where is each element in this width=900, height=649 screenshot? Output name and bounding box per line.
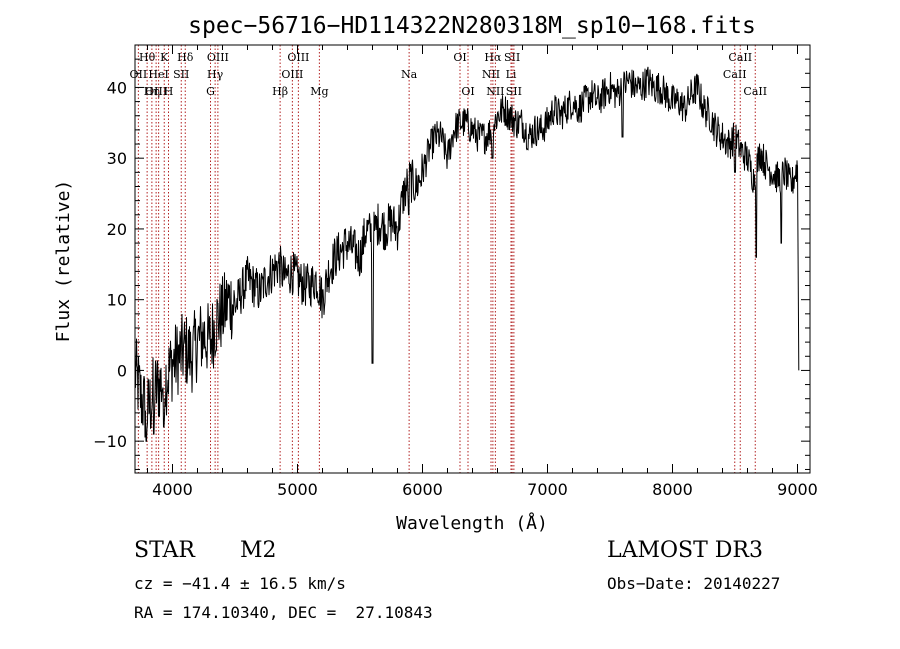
- line-label-7: Hδ: [177, 51, 194, 64]
- line-label-12: OIII: [287, 51, 309, 64]
- line-label-27: CaII: [743, 85, 767, 98]
- object-class: STAR: [134, 538, 195, 563]
- line-label-2: OIII: [145, 85, 167, 98]
- line-label-4: K: [160, 51, 169, 64]
- x-tick-label: 8000: [652, 480, 693, 499]
- coordinates: RA = 174.10340, DEC = 27.10843: [134, 603, 433, 622]
- survey-name: LAMOST DR3: [607, 538, 763, 563]
- line-label-13: OIII: [281, 68, 303, 81]
- axis-ticks: 4000 5000 6000 7000 8000 9000 −10 0 10 20 30 40: [93, 44, 818, 499]
- line-label-25: CaII: [728, 51, 752, 64]
- line-label-24: SII: [506, 85, 522, 98]
- line-label-14: Hβ: [272, 85, 288, 98]
- object-subclass: M2: [240, 538, 277, 563]
- y-tick-label: 40: [107, 78, 127, 97]
- line-label-20: SII: [504, 51, 520, 64]
- observation-date: Obs−Date: 20140227: [607, 574, 781, 593]
- line-label-5: HeI: [148, 68, 168, 81]
- line-label-10: Hγ: [207, 68, 224, 81]
- line-label-19: Hα: [484, 51, 502, 64]
- chart-title: spec−56716−HD114322N280318M_sp10−168.fit…: [188, 13, 756, 39]
- line-label-6: H: [164, 85, 174, 98]
- flux-series-line: [134, 66, 800, 442]
- line-label-0: Hθ: [139, 51, 156, 64]
- x-tick-label: 4000: [152, 480, 193, 499]
- x-axis-label: Wavelength (Å): [396, 512, 548, 534]
- x-tick-label: 5000: [277, 480, 318, 499]
- y-axis-label: Flux (relative): [53, 180, 74, 343]
- y-tick-label: 20: [107, 220, 127, 239]
- x-tick-label: 7000: [527, 480, 568, 499]
- y-tick-label: 10: [107, 291, 127, 310]
- redshift-value: cz = −41.4 ± 16.5 km/s: [134, 574, 346, 593]
- y-tick-label: 30: [107, 149, 127, 168]
- line-label-22: Li: [506, 68, 517, 81]
- x-tick-label: 6000: [402, 480, 443, 499]
- line-label-3: Hη: [144, 85, 160, 98]
- y-tick-label: −10: [93, 432, 127, 451]
- line-label-15: Mg: [310, 85, 328, 98]
- line-label-23: NII: [486, 85, 504, 98]
- spectrum-series: [134, 66, 800, 442]
- line-label-21: NII: [482, 68, 500, 81]
- line-label-1: OII: [130, 68, 148, 81]
- y-tick-label: 0: [117, 361, 127, 380]
- line-label-16: Na: [401, 68, 418, 81]
- line-label-18: OI: [461, 85, 474, 98]
- x-tick-label: 9000: [777, 480, 818, 499]
- line-label-26: CaII: [723, 68, 747, 81]
- line-label-9: OIII: [207, 51, 229, 64]
- line-label-8: SII: [173, 68, 189, 81]
- line-label-17: OI: [453, 51, 466, 64]
- line-label-11: G: [206, 85, 215, 98]
